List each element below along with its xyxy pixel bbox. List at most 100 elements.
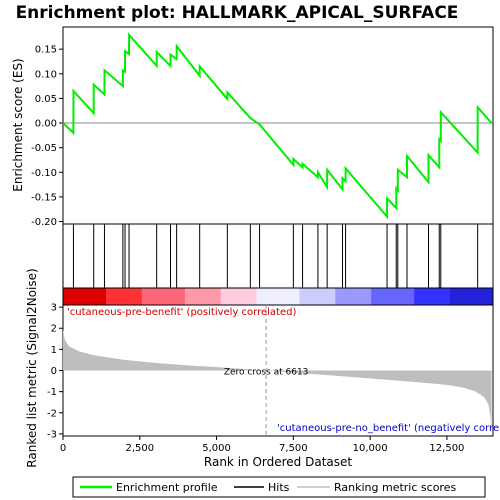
rank-color-segment: [249, 288, 257, 305]
rank-color-segment: [414, 288, 422, 305]
rank-color-segment: [278, 288, 286, 305]
metric-ytick-label: 0: [51, 366, 57, 377]
negative-class-label: 'cutaneous-pre-no_benefit' (negatively c…: [277, 423, 500, 434]
x-axis-label: Rank in Ordered Dataset: [204, 455, 352, 469]
hits-panel-frame: [62, 223, 494, 289]
es-ytick-label: -0.20: [31, 217, 57, 228]
es-ytick-label: 0.10: [35, 69, 57, 80]
rank-color-segment: [371, 288, 379, 305]
rank-color-segment: [335, 288, 343, 305]
es-ylabel: Enrichment score (ES): [11, 58, 25, 191]
rank-color-segment: [485, 288, 494, 305]
rank-color-segment: [428, 288, 437, 305]
rank-color-segment: [170, 288, 179, 305]
x-tick-label: 7,500: [279, 443, 308, 454]
rank-color-segment: [285, 288, 293, 305]
metric-ylabel: Ranked list metric (Signal2Noise): [25, 268, 39, 467]
es-ytick-label: 0.00: [35, 119, 57, 130]
rank-color-segment: [263, 288, 272, 305]
metric-ytick-label: -1: [47, 387, 57, 398]
rank-color-segment: [407, 288, 415, 305]
rank-color-segment: [328, 288, 336, 305]
rank-color-segment: [399, 288, 408, 305]
es-panel: 0.15 0.10 0.05 0.00 -0.05 -0.10 -0.15 -0.20: [31, 26, 494, 228]
legend-es-label: Enrichment profile: [116, 481, 218, 494]
rank-color-segment: [342, 288, 351, 305]
rank-color-segment: [392, 288, 401, 305]
positive-class-label: 'cutaneous-pre-benefit' (positively corr…: [67, 307, 296, 318]
rank-color-segment: [77, 288, 85, 305]
rank-color-segment: [299, 288, 308, 305]
rank-color-segment: [98, 288, 107, 305]
rank-color-segment: [450, 288, 458, 305]
legend-metric-label: Ranking metric scores: [334, 481, 456, 494]
chart-title: Enrichment plot: HALLMARK_APICAL_SURFACE: [16, 3, 459, 23]
rank-color-segment: [421, 288, 429, 305]
metric-ytick-label: 1: [51, 345, 57, 356]
rank-color-segment: [192, 288, 200, 305]
x-tick-label: 12,500: [429, 443, 464, 454]
rank-color-segment: [177, 288, 186, 305]
rank-color-segment: [313, 288, 322, 305]
es-ytick-label: -0.10: [31, 168, 57, 179]
es-series-line: [62, 32, 493, 220]
x-tick-label: 0: [60, 443, 66, 454]
legend-hits-label: Hits: [268, 481, 290, 494]
rank-color-segment: [235, 288, 243, 305]
es-panel-frame: [62, 26, 494, 225]
rank-color-segment: [292, 288, 300, 305]
rank-color-segment: [213, 288, 222, 305]
rank-color-segment: [321, 288, 329, 305]
rank-color-segment: [356, 288, 365, 305]
rank-color-segment: [385, 288, 394, 305]
rank-color-segment: [349, 288, 358, 305]
rank-color-segment: [227, 288, 236, 305]
metric-panel: Zero cross at 6613 'cutaneous-pre-benefi…: [47, 303, 500, 441]
rank-color-segment: [457, 288, 465, 305]
rank-color-segment: [306, 288, 315, 305]
rank-color-segment: [149, 288, 157, 305]
rank-color-segment: [435, 288, 444, 305]
x-tick-label: 10,000: [353, 443, 388, 454]
es-ytick-label: 0.15: [35, 45, 57, 56]
rank-color-segment: [220, 288, 229, 305]
rank-color-segment: [206, 288, 214, 305]
rank-color-segment: [378, 288, 386, 305]
hits-panel: [62, 223, 494, 289]
es-ytick-label: 0.05: [35, 94, 57, 105]
rank-color-segment: [199, 288, 207, 305]
rank-color-segment: [113, 288, 121, 305]
rank-color-segment: [442, 288, 451, 305]
legend: Enrichment profile Hits Ranking metric s…: [72, 476, 486, 498]
rank-color-segment: [471, 288, 480, 305]
rank-color-band: [62, 287, 494, 306]
rank-color-segment: [163, 288, 171, 305]
x-tick-label: 5,000: [202, 443, 231, 454]
rank-color-segment: [364, 288, 372, 305]
metric-ytick-label: 2: [51, 324, 57, 335]
rank-color-segment: [84, 288, 93, 305]
metric-ytick-label: -2: [47, 408, 57, 419]
es-ytick-label: -0.15: [31, 192, 57, 203]
rank-color-segment: [106, 288, 114, 305]
legend-frame: [72, 476, 486, 498]
rank-color-segment: [256, 288, 265, 305]
rank-color-segment: [242, 288, 250, 305]
rank-color-segment: [270, 288, 279, 305]
rank-color-segment: [70, 288, 78, 305]
x-tick-label: 2,500: [125, 443, 154, 454]
rank-color-segment: [184, 288, 193, 305]
rank-color-segment: [464, 288, 472, 305]
metric-ytick-label: -3: [47, 429, 57, 440]
rank-color-segment: [63, 288, 71, 305]
rank-color-segment: [156, 288, 164, 305]
zero-cross-label: Zero cross at 6613: [224, 368, 309, 378]
rank-color-segment: [141, 288, 150, 305]
rank-color-segment: [478, 288, 487, 305]
rank-color-segment: [127, 288, 136, 305]
metric-ytick-label: 3: [51, 303, 57, 314]
rank-color-segment: [120, 288, 128, 305]
rank-color-segment: [91, 288, 100, 305]
rank-color-segment: [134, 288, 143, 305]
